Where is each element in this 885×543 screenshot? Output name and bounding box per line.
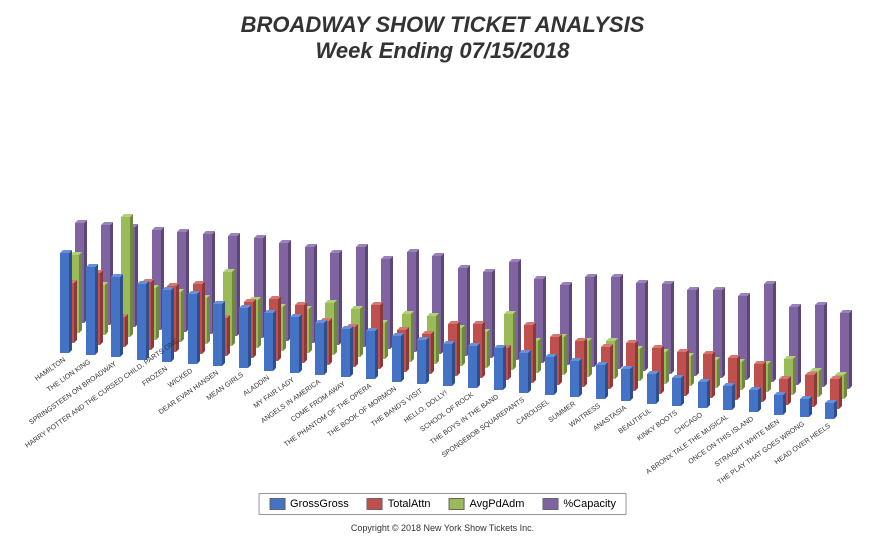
chart-title-line1: BROADWAY SHOW TICKET ANALYSIS (0, 12, 885, 38)
bar (366, 328, 378, 379)
chart-title-line2: Week Ending 07/15/2018 (0, 38, 885, 64)
bar (647, 371, 659, 404)
bar (545, 354, 557, 395)
bar (596, 362, 608, 399)
bar (825, 400, 837, 419)
legend-item-totalattn: TotalAttn (367, 498, 431, 510)
legend-label: %Capacity (563, 498, 616, 510)
bar (188, 291, 200, 364)
legend-item-capacity: %Capacity (542, 498, 616, 510)
bar (468, 343, 480, 388)
bar (749, 387, 761, 412)
bar (570, 358, 582, 397)
bar (264, 310, 276, 371)
bar (494, 345, 506, 390)
legend-swatch-icon (269, 498, 285, 510)
bar (392, 333, 404, 382)
chart-title-block: BROADWAY SHOW TICKET ANALYSIS Week Endin… (0, 0, 885, 65)
bar (290, 314, 302, 373)
bar (672, 375, 684, 406)
bar (111, 274, 123, 357)
bar (519, 350, 531, 393)
bar (698, 379, 710, 408)
legend-label: AvgPdAdm (470, 498, 525, 510)
bar (315, 320, 327, 375)
legend-swatch-icon (449, 498, 465, 510)
bar (774, 392, 786, 415)
bar (60, 250, 72, 353)
legend-item-grossgross: GrossGross (269, 498, 349, 510)
bar (443, 341, 455, 386)
legend-swatch-icon (367, 498, 383, 510)
bar (417, 337, 429, 384)
copyright-text: Copyright © 2018 New York Show Tickets I… (0, 523, 885, 533)
bar (86, 264, 98, 355)
legend-label: TotalAttn (388, 498, 431, 510)
bar (621, 366, 633, 401)
bar (239, 305, 251, 368)
bar (137, 281, 149, 360)
legend: GrossGross TotalAttn AvgPdAdm %Capacity (258, 493, 627, 515)
plot-area: HAMILTONTHE LION KINGSPRINGSTEEN ON BROA… (0, 70, 885, 450)
legend-swatch-icon (542, 498, 558, 510)
bar (800, 396, 812, 417)
bar (341, 326, 353, 377)
bar (723, 383, 735, 410)
legend-label: GrossGross (290, 498, 349, 510)
chart-container: BROADWAY SHOW TICKET ANALYSIS Week Endin… (0, 0, 885, 543)
legend-item-avgpdadm: AvgPdAdm (449, 498, 525, 510)
bar (213, 301, 225, 366)
